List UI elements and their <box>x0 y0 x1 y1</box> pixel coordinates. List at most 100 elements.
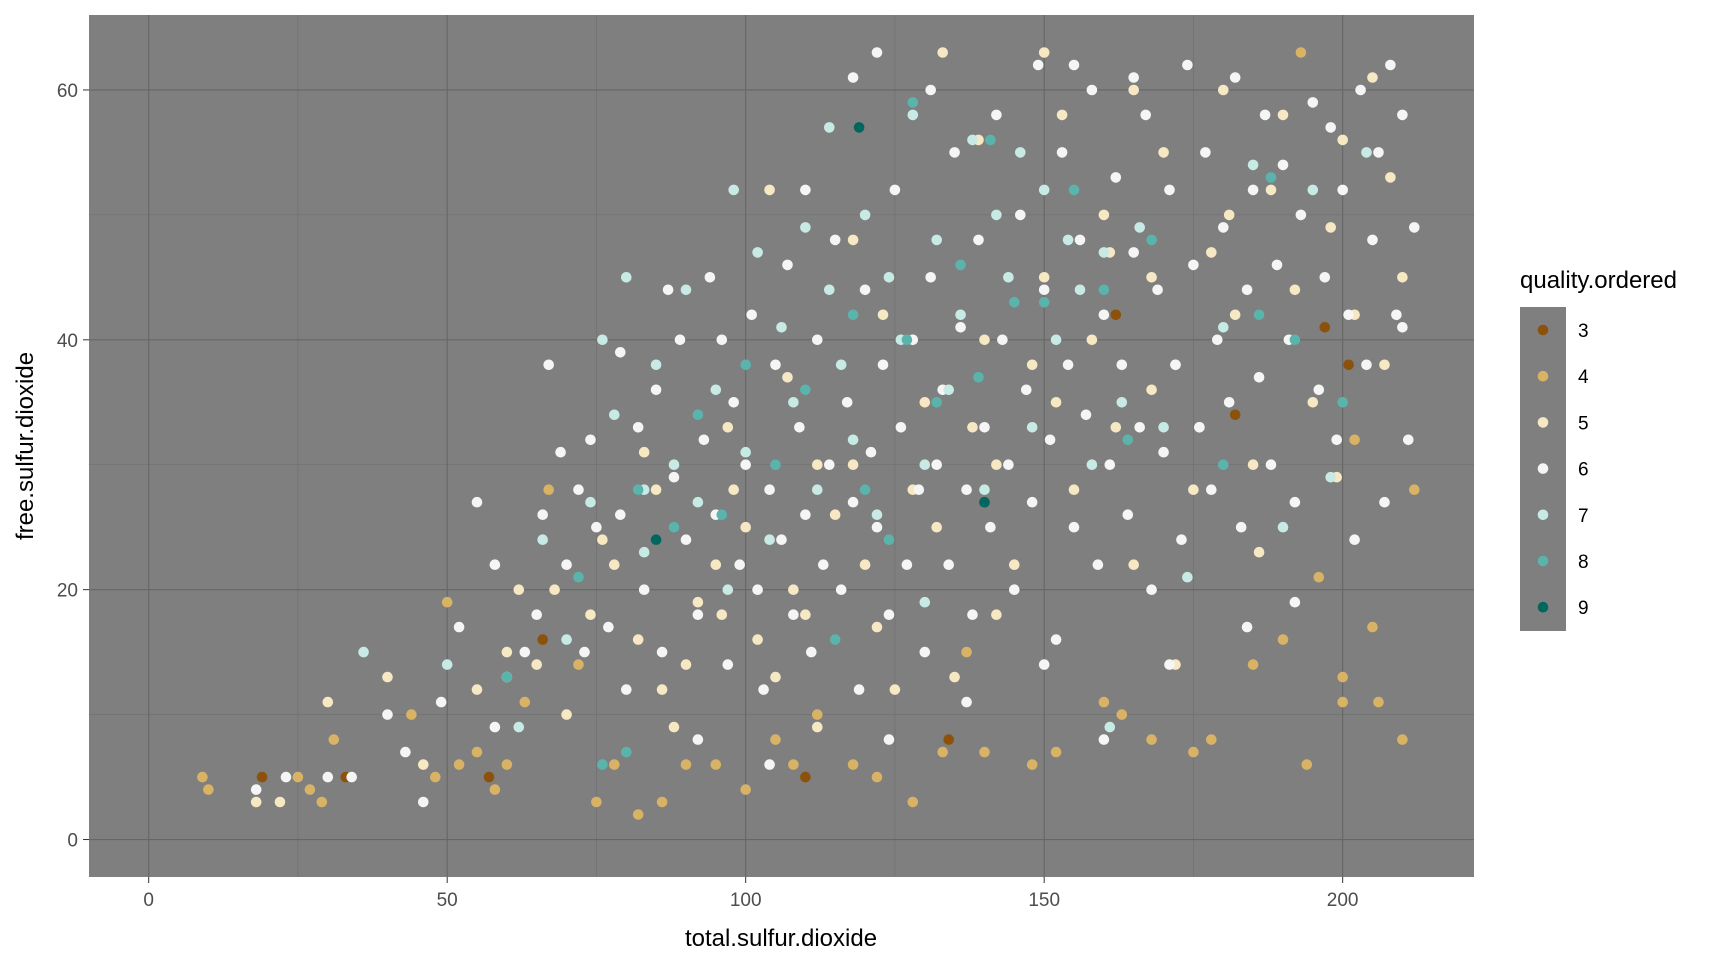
data-point <box>794 422 805 433</box>
data-point <box>1182 59 1193 71</box>
data-point <box>835 584 847 595</box>
data-point <box>1158 446 1169 458</box>
data-point <box>656 684 668 695</box>
data-point <box>991 109 1002 121</box>
data-point <box>979 484 990 496</box>
data-point <box>650 534 662 545</box>
data-point <box>1247 159 1259 171</box>
data-point <box>585 496 596 508</box>
data-point <box>859 284 871 296</box>
data-point <box>1080 409 1092 421</box>
legend-key <box>1537 601 1549 613</box>
data-point <box>937 47 948 58</box>
data-point <box>656 646 668 658</box>
data-point <box>316 796 328 808</box>
data-point <box>1009 584 1020 595</box>
data-point <box>501 671 513 683</box>
data-point <box>1397 322 1408 333</box>
data-point <box>782 259 793 271</box>
data-point <box>1265 172 1277 183</box>
data-point <box>728 397 739 408</box>
data-point <box>1164 184 1175 196</box>
data-point <box>1337 134 1348 146</box>
data-point <box>997 334 1008 346</box>
legend: quality.ordered 3 4 5 6 7 8 9 <box>1520 267 1677 631</box>
data-point <box>740 784 751 795</box>
data-point <box>925 84 936 96</box>
data-point <box>1176 534 1187 545</box>
data-point <box>728 184 739 196</box>
data-point <box>638 446 650 458</box>
data-point <box>1074 284 1086 296</box>
data-point <box>907 97 919 108</box>
data-point <box>561 709 572 720</box>
data-point <box>674 334 686 346</box>
data-point <box>961 696 972 708</box>
data-point <box>979 422 990 433</box>
data-point <box>1409 222 1420 233</box>
data-point <box>632 634 644 645</box>
data-point <box>1146 384 1157 396</box>
legend-entry: 9 <box>1537 598 1589 619</box>
data-point <box>812 721 823 733</box>
data-point <box>853 684 865 695</box>
data-point <box>764 484 775 496</box>
data-point <box>1026 422 1038 433</box>
data-point <box>770 734 781 745</box>
data-point <box>1038 297 1050 308</box>
legend-label: 7 <box>1578 506 1589 527</box>
data-point <box>597 759 608 770</box>
data-point <box>1325 222 1336 233</box>
data-point <box>1098 284 1110 296</box>
data-point <box>1409 484 1420 496</box>
data-point <box>1289 334 1301 346</box>
major-gridlines <box>89 15 1474 877</box>
data-point <box>728 484 739 496</box>
series-quality-8 <box>501 97 1348 770</box>
data-point <box>800 222 811 233</box>
data-point <box>1235 521 1247 533</box>
x-tick-label: 150 <box>1028 890 1060 911</box>
data-point <box>579 646 590 658</box>
data-point <box>1050 634 1062 645</box>
data-point <box>1194 422 1205 433</box>
data-point <box>1277 634 1289 645</box>
data-point <box>435 696 447 708</box>
data-point <box>1062 359 1074 371</box>
data-point <box>1188 259 1199 271</box>
data-point <box>1247 659 1259 670</box>
data-point <box>847 72 859 83</box>
data-point <box>1253 546 1265 558</box>
data-point <box>430 771 441 783</box>
data-point <box>913 484 925 496</box>
data-point <box>800 771 811 783</box>
data-point <box>829 234 841 246</box>
data-point <box>1247 184 1259 196</box>
data-point <box>1092 559 1104 570</box>
data-point <box>716 334 728 346</box>
data-point <box>812 334 823 346</box>
data-point <box>722 422 734 433</box>
data-point <box>1277 521 1289 533</box>
data-point <box>1289 596 1301 608</box>
data-point <box>949 671 960 683</box>
data-point <box>985 134 996 146</box>
data-point <box>621 272 632 283</box>
data-point <box>812 459 823 471</box>
data-point <box>800 509 811 520</box>
data-point <box>1391 309 1402 321</box>
data-point <box>716 609 728 620</box>
data-point <box>955 259 966 271</box>
data-point <box>788 759 799 770</box>
data-point <box>1050 397 1062 408</box>
data-point <box>519 646 531 658</box>
data-point <box>704 272 716 283</box>
legend-entries: 3 4 5 6 7 8 9 <box>1537 321 1589 619</box>
data-point <box>901 334 913 346</box>
data-point <box>561 559 572 570</box>
data-point <box>1128 247 1139 258</box>
data-point <box>609 759 620 770</box>
data-point <box>752 584 763 595</box>
data-point <box>537 509 548 520</box>
data-point <box>1098 734 1110 745</box>
